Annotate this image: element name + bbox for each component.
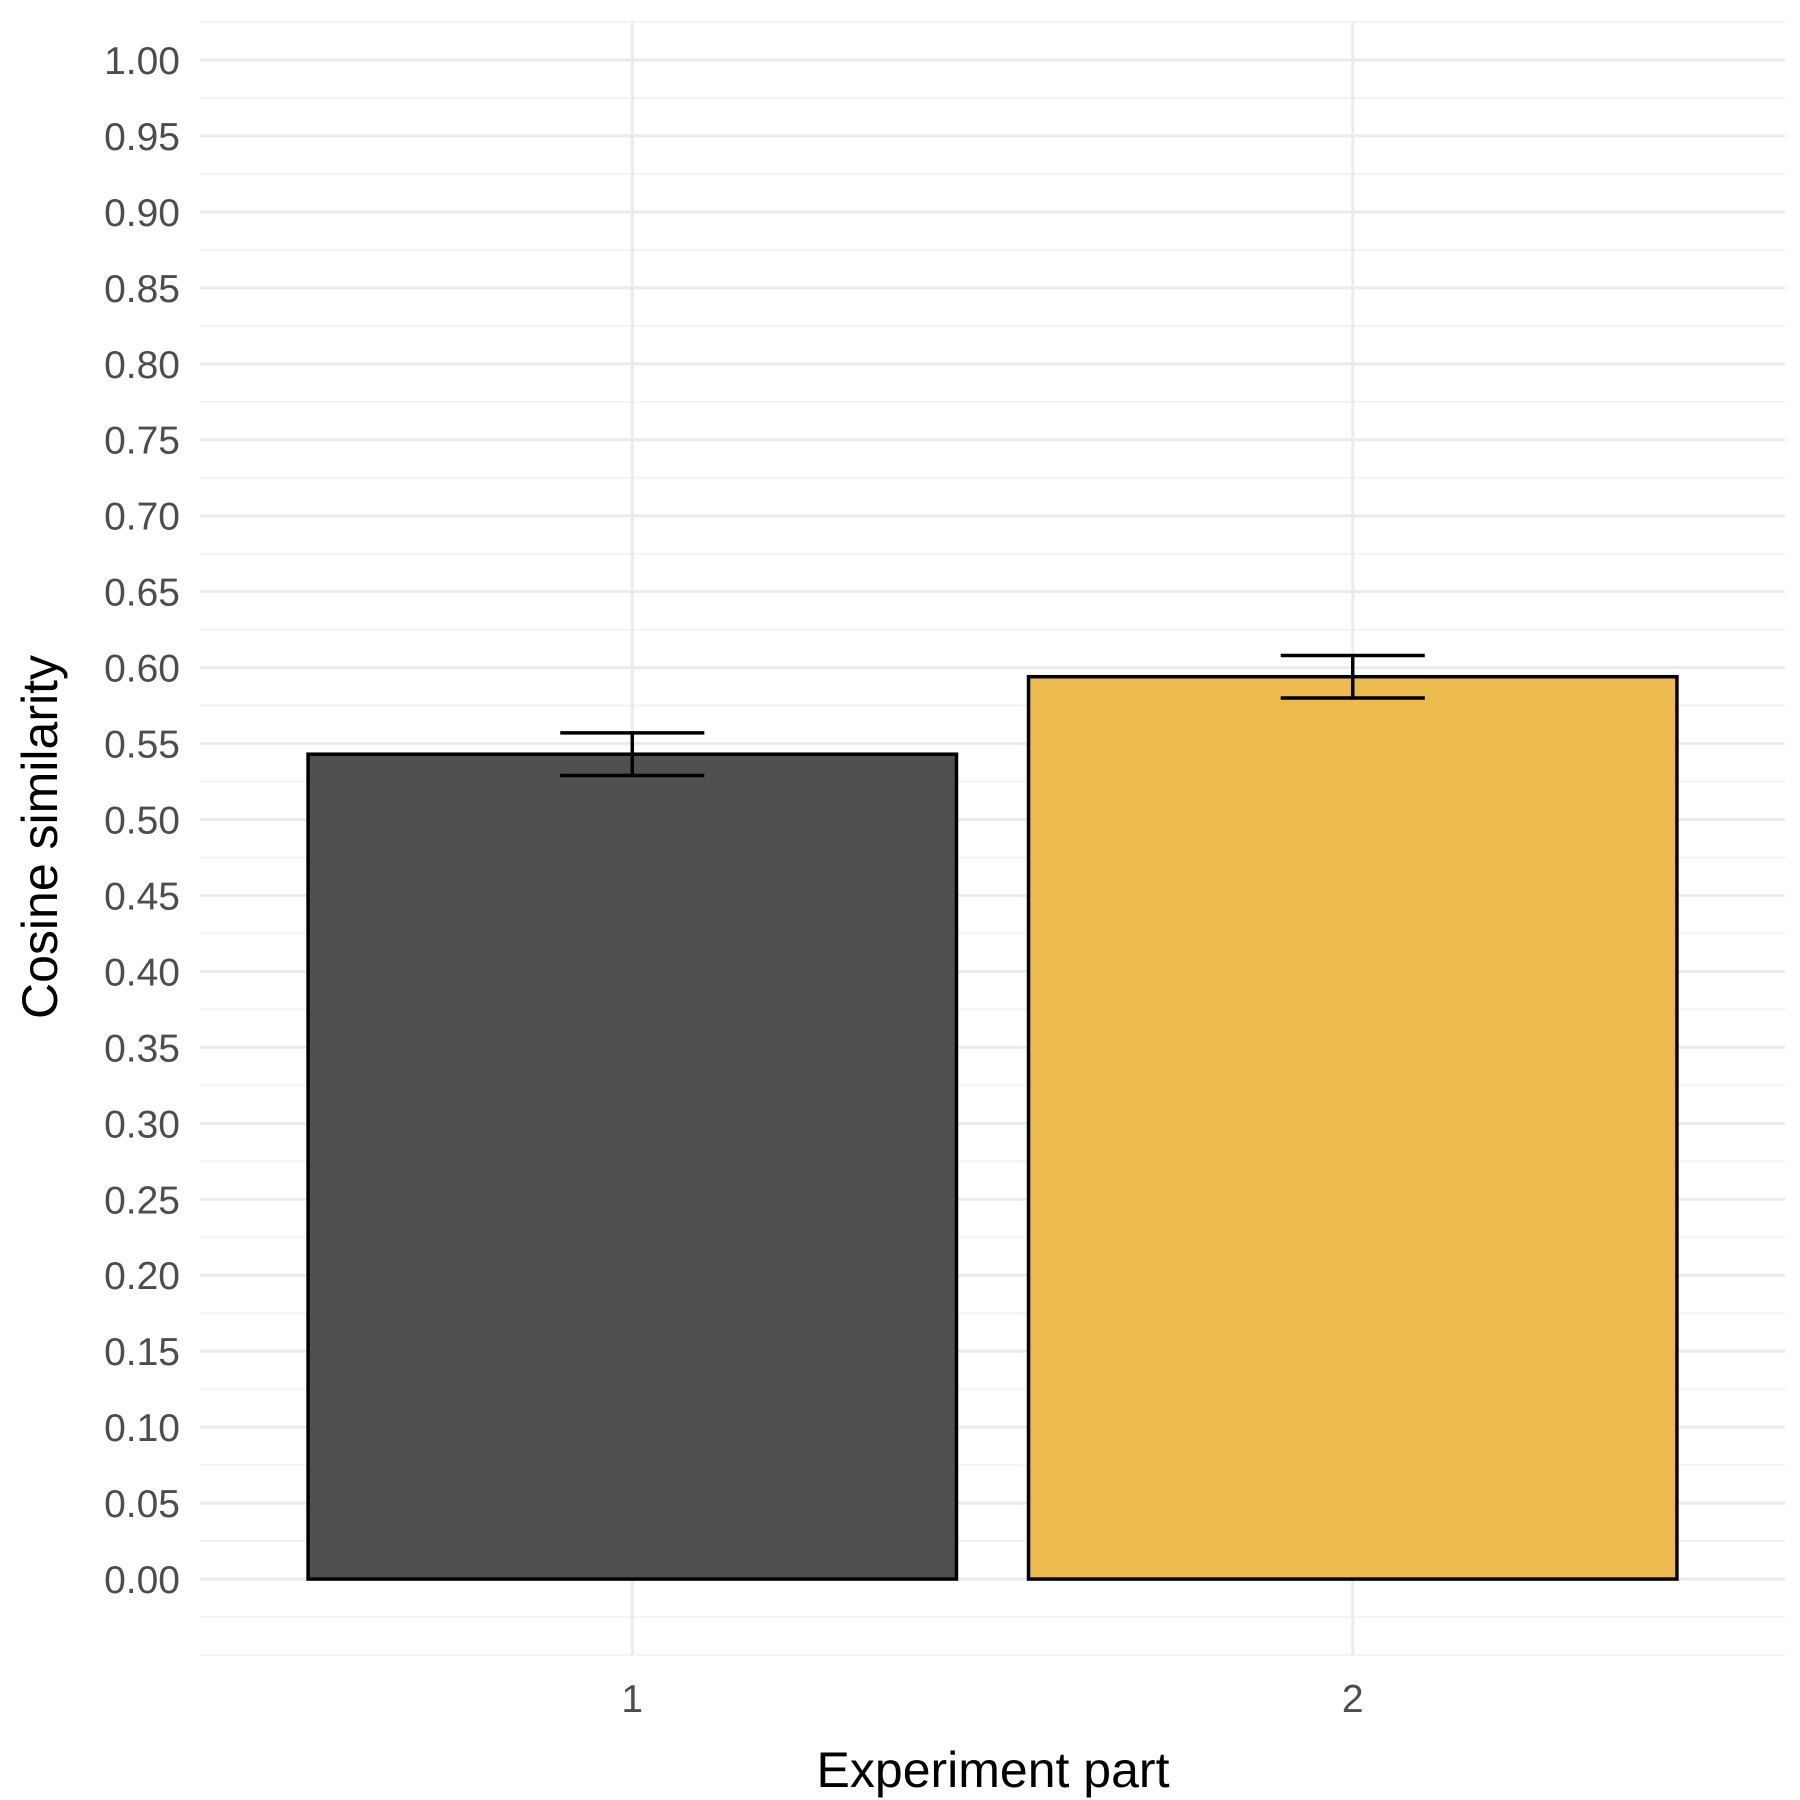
y-axis-title: Cosine similarity xyxy=(12,655,68,1019)
y-tick-label: 0.15 xyxy=(104,1331,180,1374)
error-bar-2 xyxy=(1280,653,1425,700)
x-tick-label: 1 xyxy=(621,1678,643,1721)
y-axis-ticks: 0.00 0.05 0.10 0.15 0.20 0.25 0.30 0.35 0.40 0.45… xyxy=(104,40,180,1602)
y-tick-label: 0.65 xyxy=(104,572,180,615)
y-tick-label: 0.35 xyxy=(104,1027,180,1070)
x-axis-title: Experiment part xyxy=(817,1742,1170,1798)
x-tick-label: 2 xyxy=(1342,1678,1364,1721)
y-tick-label: 0.90 xyxy=(104,192,180,235)
error-bar-1 xyxy=(560,731,705,778)
y-tick-label: 0.30 xyxy=(104,1103,180,1146)
bar-1 xyxy=(306,752,959,1581)
bars xyxy=(306,674,1679,1581)
y-tick-label: 0.55 xyxy=(104,724,180,767)
y-tick-label: 0.20 xyxy=(104,1255,180,1298)
y-tick-label: 0.25 xyxy=(104,1179,180,1222)
y-tick-label: 0.60 xyxy=(104,648,180,691)
error-bars xyxy=(560,653,1425,778)
y-tick-label: 1.00 xyxy=(104,40,180,83)
y-tick-label: 0.75 xyxy=(104,420,180,463)
y-tick-label: 0.95 xyxy=(104,116,180,159)
y-tick-label: 0.00 xyxy=(104,1559,180,1602)
y-tick-label: 0.85 xyxy=(104,268,180,311)
y-tick-label: 0.50 xyxy=(104,800,180,843)
y-tick-label: 0.45 xyxy=(104,875,180,918)
bar-2 xyxy=(1026,674,1679,1581)
y-tick-label: 0.70 xyxy=(104,496,180,539)
y-tick-label: 0.40 xyxy=(104,951,180,994)
y-tick-label: 0.80 xyxy=(104,344,180,387)
y-tick-label: 0.10 xyxy=(104,1407,180,1450)
y-tick-label: 0.05 xyxy=(104,1483,180,1526)
